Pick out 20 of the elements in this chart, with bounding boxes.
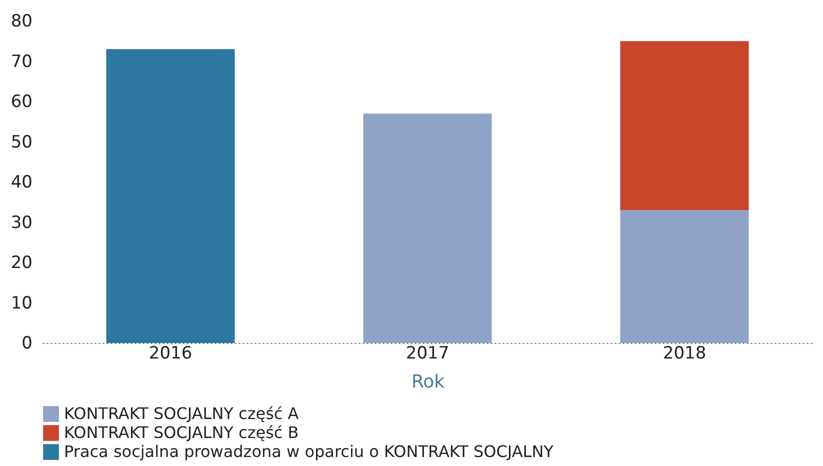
bar <box>363 114 492 343</box>
x-axis-title: Rok <box>411 372 446 392</box>
y-tick-label: 80 <box>10 12 32 32</box>
x-tick-label: 2016 <box>148 344 192 364</box>
y-tick-label: 50 <box>10 132 32 152</box>
y-tick-label: 40 <box>10 172 32 192</box>
y-tick-label: 20 <box>10 253 32 273</box>
y-tick-label: 60 <box>10 92 32 112</box>
bar <box>620 41 749 210</box>
y-tick-label: 10 <box>10 293 32 314</box>
x-tick-label: 2018 <box>662 344 706 364</box>
y-tick-label: 30 <box>10 212 32 233</box>
x-tick-label: 2017 <box>406 344 450 364</box>
bar <box>620 210 749 343</box>
legend-label: KONTRAKT SOCJALNY część B <box>64 423 299 442</box>
y-tick-label: 70 <box>10 52 32 72</box>
legend-label: KONTRAKT SOCJALNY część A <box>64 404 299 423</box>
legend-label: Praca socjalna prowadzona w oparciu o KONTRAKT SOCJALNY <box>64 442 554 461</box>
bar <box>106 49 235 343</box>
y-tick-label: 0 <box>22 334 32 354</box>
